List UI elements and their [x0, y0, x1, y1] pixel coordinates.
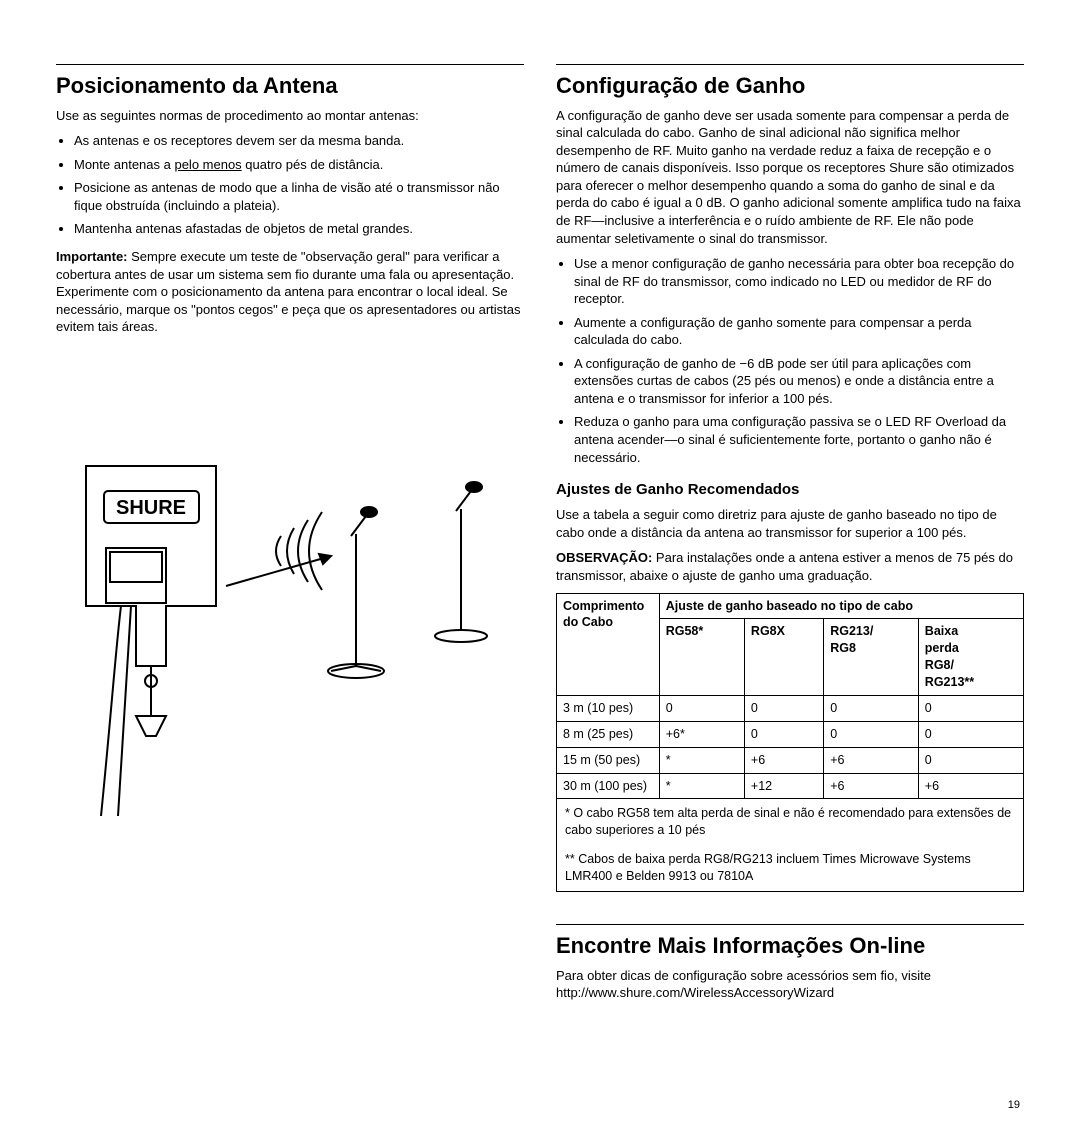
- obs-label: OBSERVAÇÃO:: [556, 550, 652, 565]
- important-label: Importante:: [56, 249, 128, 264]
- page-number: 19: [1008, 1098, 1020, 1113]
- gain-bullets: Use a menor configuração de ganho necess…: [556, 255, 1024, 466]
- cell: 8 m (25 pes): [557, 721, 660, 747]
- gain-table: Comprimento do Cabo Ajuste de ganho base…: [556, 593, 1024, 892]
- table-header-row: Comprimento do Cabo Ajuste de ganho base…: [557, 593, 1024, 619]
- recommended-gain-para: Use a tabela a seguir como diretriz para…: [556, 506, 1024, 541]
- text: Monte antenas a: [74, 157, 174, 172]
- table-row: 15 m (50 pes) * +6 +6 0: [557, 747, 1024, 773]
- list-item: Posicione as antenas de modo que a linha…: [74, 179, 524, 214]
- table-row: 3 m (10 pes) 0 0 0 0: [557, 695, 1024, 721]
- cell: *: [659, 747, 744, 773]
- table-footnote-row: * O cabo RG58 tem alta perda de sinal e …: [557, 799, 1024, 845]
- footnote-1: * O cabo RG58 tem alta perda de sinal e …: [557, 799, 1024, 845]
- svg-text:SHURE: SHURE: [116, 497, 186, 519]
- left-column: Posicionamento da Antena Use as seguinte…: [56, 64, 524, 1030]
- col-rg58: RG58*: [659, 619, 744, 696]
- table-footnote-row: ** Cabos de baixa perda RG8/RG213 inclue…: [557, 845, 1024, 891]
- list-item: Monte antenas a pelo menos quatro pés de…: [74, 156, 524, 174]
- antenna-diagram-svg: SHURE: [56, 456, 496, 816]
- right-column: Configuração de Ganho A configuração de …: [556, 64, 1024, 1030]
- antenna-bullets: As antenas e os receptores devem ser da …: [56, 132, 524, 238]
- underline-text: pelo menos: [174, 157, 241, 172]
- antenna-illustration: SHURE: [56, 456, 524, 816]
- antenna-section: Posicionamento da Antena Use as seguinte…: [56, 64, 524, 336]
- more-info-heading: Encontre Mais Informações On-line: [556, 931, 1024, 961]
- cell: 0: [824, 721, 919, 747]
- text: quatro pés de distância.: [242, 157, 384, 172]
- cell: +6: [824, 773, 919, 799]
- list-item: Use a menor configuração de ganho necess…: [574, 255, 1024, 308]
- cell: 0: [918, 695, 1023, 721]
- col-lowloss: BaixaperdaRG8/RG213**: [918, 619, 1023, 696]
- cell: 0: [744, 721, 823, 747]
- footnote-2: ** Cabos de baixa perda RG8/RG213 inclue…: [557, 845, 1024, 891]
- section-rule: [556, 924, 1024, 925]
- cell: 0: [918, 747, 1023, 773]
- col-rg8x: RG8X: [744, 619, 823, 696]
- more-info-text: Para obter dicas de configuração sobre a…: [556, 967, 1024, 1002]
- antenna-heading: Posicionamento da Antena: [56, 71, 524, 101]
- cell: 0: [824, 695, 919, 721]
- list-item: As antenas e os receptores devem ser da …: [74, 132, 524, 150]
- cell: 0: [744, 695, 823, 721]
- section-rule: [556, 64, 1024, 65]
- cell: 30 m (100 pes): [557, 773, 660, 799]
- cell: 15 m (50 pes): [557, 747, 660, 773]
- cell: *: [659, 773, 744, 799]
- cell: 0: [659, 695, 744, 721]
- antenna-intro: Use as seguintes normas de procedimento …: [56, 107, 524, 125]
- list-item: Mantenha antenas afastadas de objetos de…: [74, 220, 524, 238]
- cell: +6*: [659, 721, 744, 747]
- observation-note: OBSERVAÇÃO: Para instalações onde a ante…: [556, 549, 1024, 584]
- cell: +6: [918, 773, 1023, 799]
- cell: +6: [744, 747, 823, 773]
- table-row: 8 m (25 pes) +6* 0 0 0: [557, 721, 1024, 747]
- table-row: 30 m (100 pes) * +12 +6 +6: [557, 773, 1024, 799]
- col-adjust: Ajuste de ganho baseado no tipo de cabo: [659, 593, 1023, 619]
- cell: +12: [744, 773, 823, 799]
- cell: +6: [824, 747, 919, 773]
- col-rg213: RG213/RG8: [824, 619, 919, 696]
- recommended-gain-heading: Ajustes de Ganho Recomendados: [556, 480, 1024, 500]
- page-columns: Posicionamento da Antena Use as seguinte…: [56, 64, 1024, 1030]
- important-note: Importante: Sempre execute um teste de "…: [56, 248, 524, 336]
- cell: 0: [918, 721, 1023, 747]
- gain-para: A configuração de ganho deve ser usada s…: [556, 107, 1024, 247]
- col-cable-length: Comprimento do Cabo: [557, 593, 660, 695]
- gain-heading: Configuração de Ganho: [556, 71, 1024, 101]
- list-item: Aumente a configuração de ganho somente …: [574, 314, 1024, 349]
- more-info-section: Encontre Mais Informações On-line Para o…: [556, 924, 1024, 1002]
- section-rule: [56, 64, 524, 65]
- list-item: A configuração de ganho de −6 dB pode se…: [574, 355, 1024, 408]
- cell: 3 m (10 pes): [557, 695, 660, 721]
- list-item: Reduza o ganho para uma configuração pas…: [574, 413, 1024, 466]
- gain-section: Configuração de Ganho A configuração de …: [556, 64, 1024, 892]
